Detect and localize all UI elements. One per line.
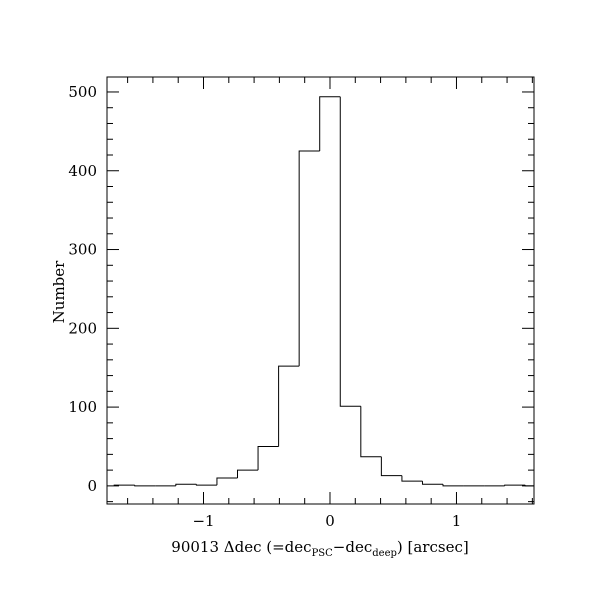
x-label-sub: deep: [372, 548, 397, 559]
histogram-step: [236, 469, 259, 479]
histogram-step: [216, 477, 238, 486]
histogram-step: [380, 456, 402, 477]
histogram-step: [401, 475, 423, 482]
x-label-sub: PSC: [312, 548, 334, 559]
y-tick-label: 0: [87, 477, 97, 495]
y-tick-label: 300: [68, 241, 97, 259]
x-label-part: 90013 Δdec (=dec: [171, 538, 311, 556]
y-tick-label: 200: [68, 319, 97, 337]
histogram-step: [442, 484, 464, 487]
bars: [113, 96, 534, 487]
histogram-step: [175, 483, 197, 486]
histogram-step: [195, 484, 217, 486]
x-tick-label: 1: [452, 512, 462, 530]
x-tick-label: 0: [325, 512, 335, 530]
histogram-step: [339, 96, 361, 407]
histogram-step: [134, 485, 156, 487]
x-label-part: −dec: [333, 538, 372, 556]
histogram-step: [319, 96, 341, 152]
x-label-part: ) [arcsec]: [397, 538, 469, 556]
y-tick-label: 400: [68, 162, 97, 180]
y-axis-label: Number: [50, 260, 68, 323]
histogram-step: [360, 406, 382, 458]
histogram-step: [278, 365, 300, 447]
x-tick-label: −1: [192, 512, 214, 530]
histogram-step: [504, 484, 526, 486]
x-axis-label: 90013 Δdec (=decPSC−decdeep) [arcsec]: [171, 538, 468, 559]
histogram-step: [257, 445, 279, 471]
histogram-step: [421, 481, 444, 485]
histogram-step: [298, 150, 320, 367]
plot-frame: [106, 76, 535, 505]
y-tick-label: 500: [68, 83, 97, 101]
y-tick-label: 100: [68, 398, 97, 416]
